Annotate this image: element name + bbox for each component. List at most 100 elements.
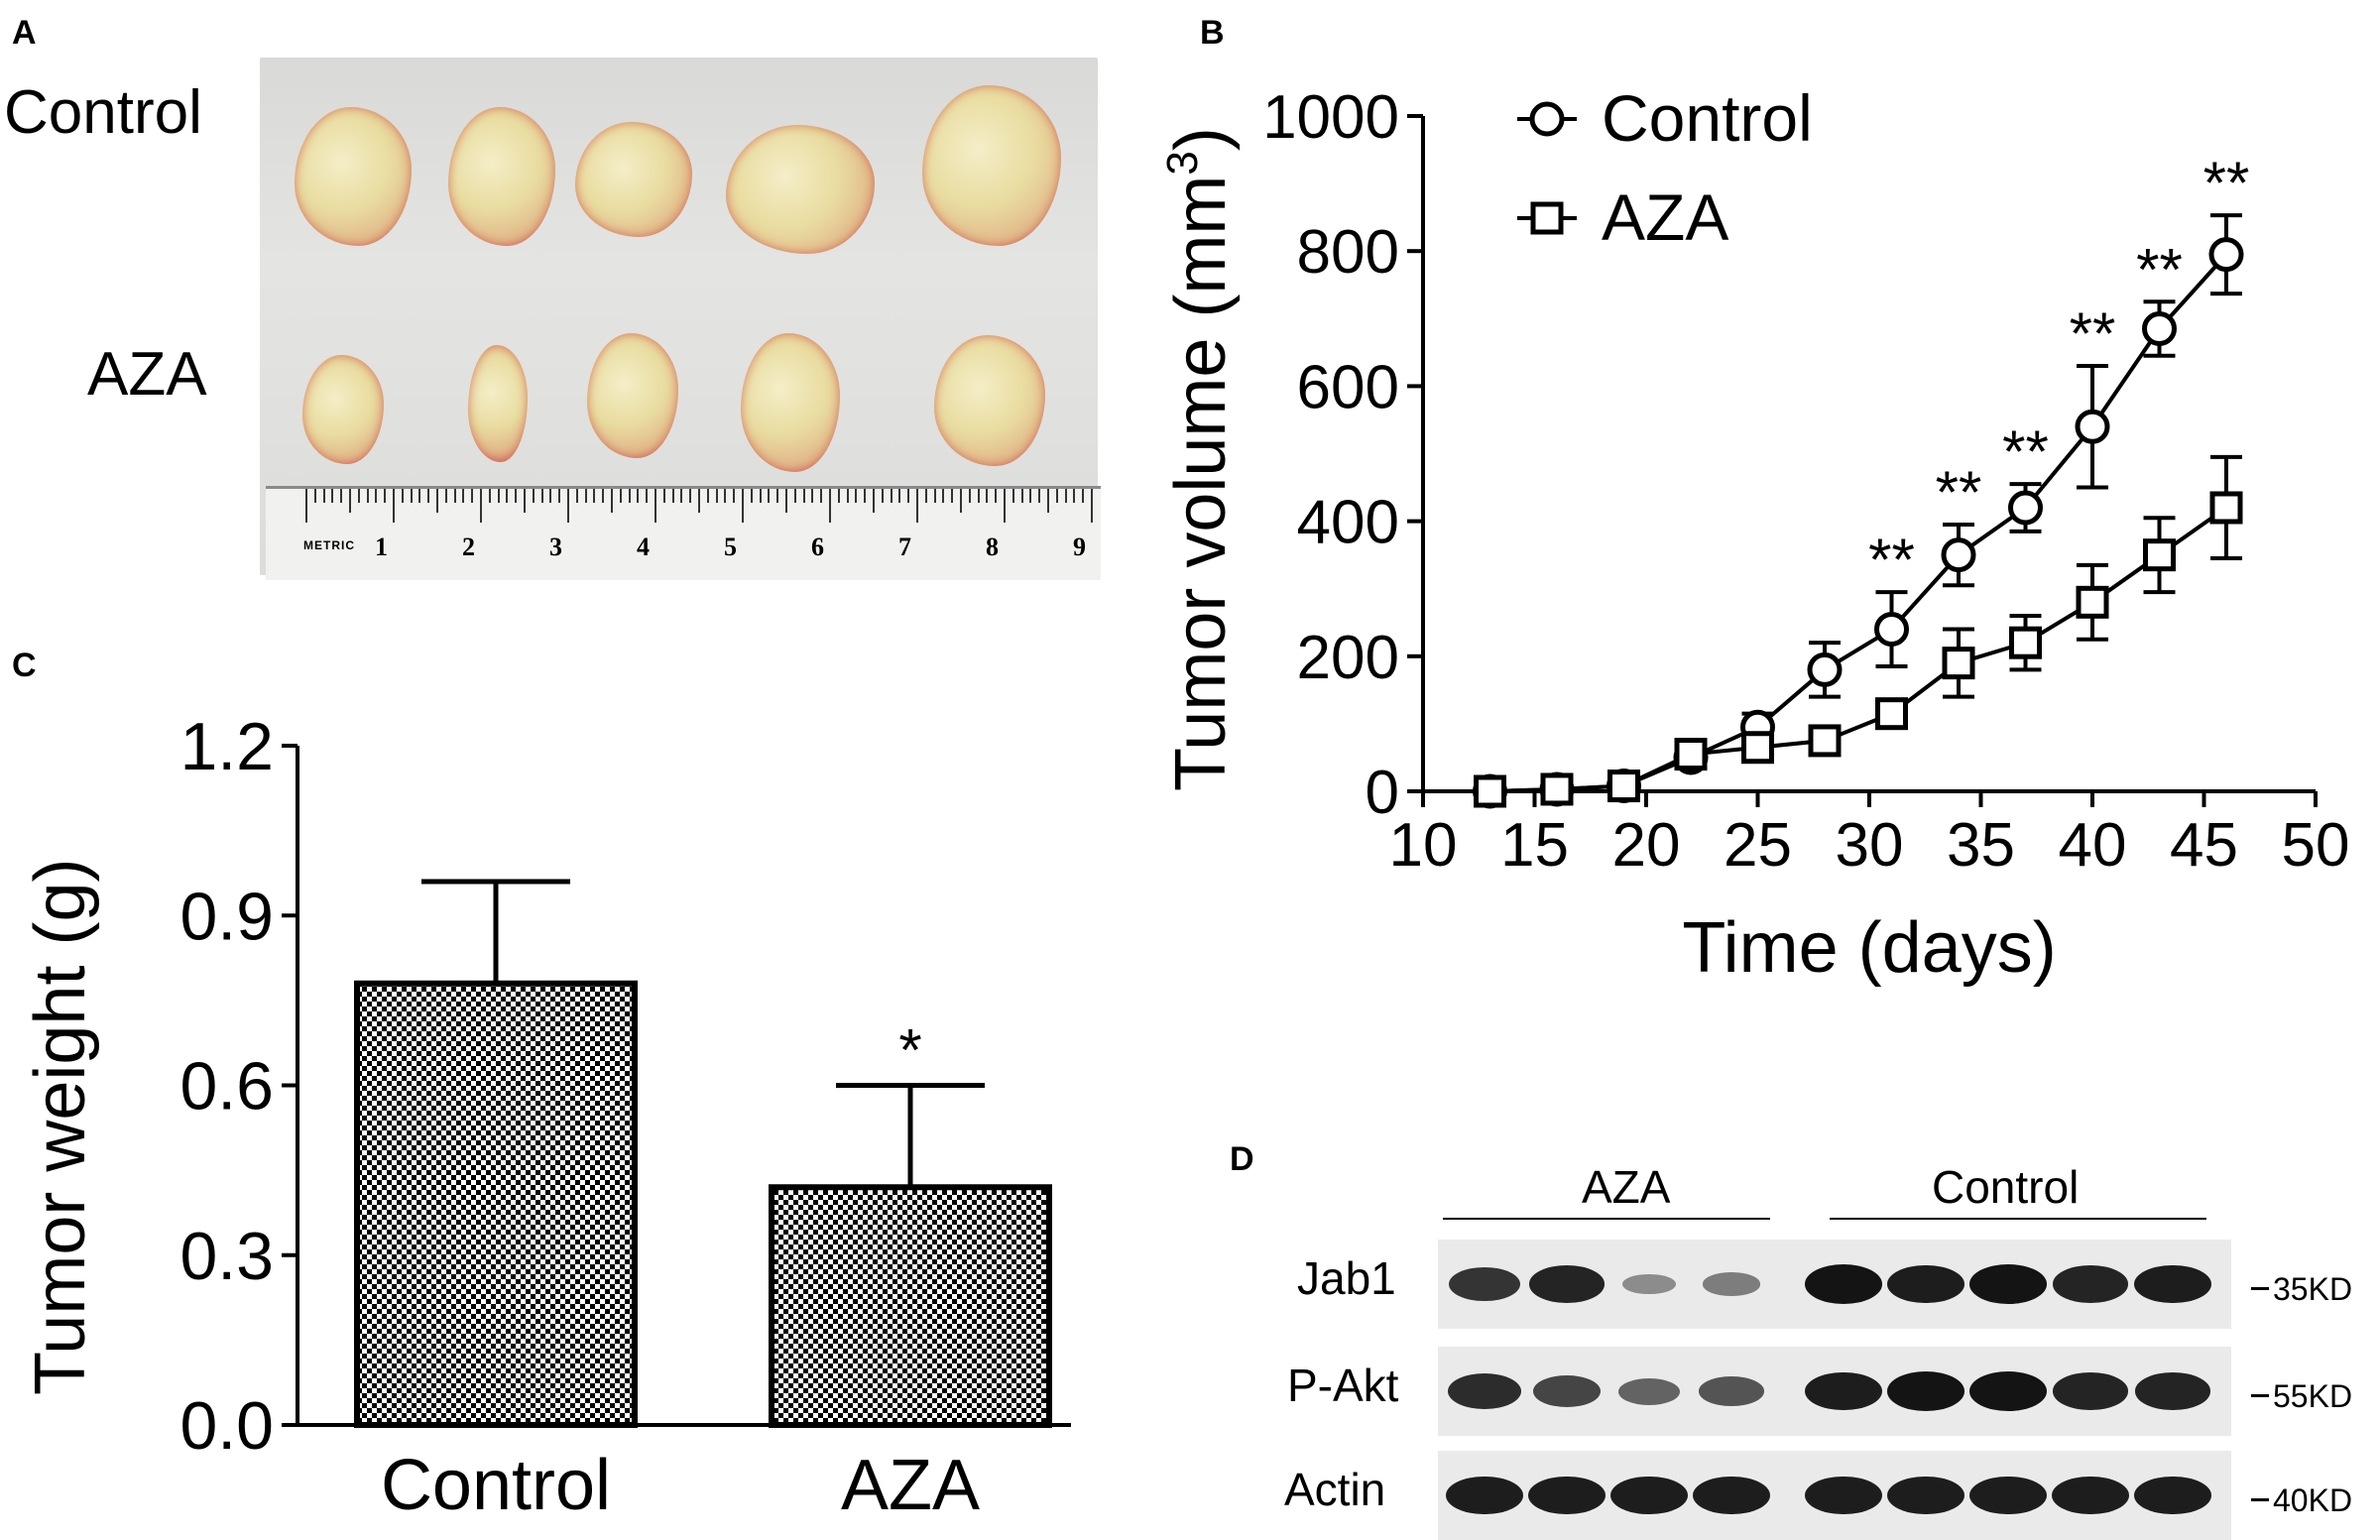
- ruler-tick: [776, 489, 779, 503]
- y-tick-label: 1000: [1262, 83, 1399, 152]
- y-tick-label: 1.2: [179, 709, 274, 784]
- y-tick-label: 0: [1366, 759, 1399, 827]
- x-tick-label: 45: [2170, 811, 2238, 880]
- blot-band: [1610, 1476, 1688, 1515]
- data-point-aza: [2209, 491, 2243, 525]
- ruler-tick: [960, 489, 962, 513]
- ruler-tick: [628, 489, 631, 503]
- blot-band: [1887, 1264, 1964, 1304]
- blot-band: [1887, 1476, 1964, 1515]
- ruler-number: 1: [375, 533, 388, 561]
- significance-mark: **: [1868, 527, 1915, 593]
- data-point-control: [1941, 537, 1976, 573]
- ruler-tick: [715, 489, 718, 503]
- ruler-tick: [453, 489, 456, 503]
- data-point-control: [2008, 490, 2043, 526]
- x-tick-label: Control: [381, 1446, 611, 1525]
- photo-row-label-control: Control: [4, 78, 202, 147]
- blot-band: [1617, 1377, 1681, 1405]
- blot-row-label: Jab1: [1297, 1252, 1396, 1304]
- ruler-tick: [366, 489, 369, 503]
- ruler-tick: [698, 489, 700, 513]
- blot-band: [1886, 1371, 1965, 1411]
- blot-band: [1446, 1476, 1523, 1515]
- blot-band: [2053, 1372, 2128, 1410]
- y-axis-title: Tumor weight (g): [21, 859, 100, 1395]
- ruler-tick: [864, 489, 867, 503]
- ruler-tick: [515, 489, 518, 503]
- ruler-tick: [488, 489, 491, 503]
- blot-band: [2053, 1265, 2128, 1303]
- ruler-tick: [611, 489, 613, 513]
- x-tick-label: 25: [1724, 811, 1792, 880]
- blot-row-label: P-Akt: [1287, 1360, 1399, 1411]
- ruler-tick: [820, 489, 823, 503]
- ruler-tick: [662, 489, 665, 503]
- tumor-weight-chart: 0.0 0.3 0.6 0.9 1.2 Tumor weight (g) Control AZ…: [21, 709, 1071, 1525]
- ruler-tick: [942, 489, 945, 503]
- blot-band: [2134, 1264, 2211, 1304]
- x-tick-label: 15: [1500, 811, 1569, 880]
- y-tick-label: 0.9: [179, 879, 274, 954]
- tumor-aza-4: [741, 333, 840, 472]
- blot-row-label: Actin: [1284, 1464, 1386, 1515]
- blot-group-control: Control: [1932, 1161, 2080, 1213]
- y-tick-label: 0.0: [179, 1388, 274, 1464]
- kd-marker-label: 35KD: [2273, 1271, 2353, 1307]
- significance-mark: **: [2136, 236, 2183, 302]
- ruler: METRIC 1 2 3 4 5 6 7 8 9: [266, 486, 1101, 580]
- panel-letter-a: A: [12, 14, 37, 52]
- ruler-tick: [506, 489, 509, 503]
- ruler-tick: [340, 489, 343, 503]
- x-axis-title: Time (days): [1682, 908, 2056, 988]
- blot-band: [1703, 1272, 1760, 1296]
- ruler-tick: [532, 489, 535, 503]
- ruler-number: 6: [811, 533, 824, 561]
- ruler-tick: [742, 489, 744, 523]
- ruler-tick: [890, 489, 892, 503]
- blot-band: [1805, 1371, 1882, 1411]
- blot-band: [1622, 1273, 1676, 1295]
- ruler-tick: [1082, 489, 1085, 503]
- ruler-tick: [768, 489, 771, 503]
- tumor-control-1: [295, 107, 412, 246]
- legend-label-control: Control: [1602, 81, 1813, 155]
- x-tick-label: 40: [2059, 811, 2127, 880]
- x-tick-label: 10: [1389, 811, 1458, 880]
- ruler-tick: [349, 489, 351, 513]
- tumor-control-4: [726, 125, 875, 254]
- data-point-control: [1807, 652, 1843, 687]
- ruler-tick: [1073, 489, 1076, 503]
- y-tick-label: 0.3: [179, 1219, 274, 1294]
- legend-label-aza: AZA: [1602, 180, 1728, 254]
- y-tick-label: 200: [1297, 624, 1399, 692]
- tumor-control-5: [922, 85, 1061, 246]
- kd-marker-dash: [2251, 1287, 2269, 1290]
- blot-band: [1968, 1371, 2048, 1411]
- blot-band: [1804, 1264, 1883, 1304]
- ruler-tick: [855, 489, 858, 503]
- ruler-tick: [1012, 489, 1014, 503]
- ruler-tick: [706, 489, 709, 503]
- blot-band: [2052, 1476, 2129, 1515]
- ruler-tick: [322, 489, 325, 503]
- blot-group-aza: AZA: [1582, 1161, 1671, 1213]
- ruler-tick: [384, 489, 387, 503]
- ruler-tick: [480, 489, 482, 523]
- y-axis-title: Tumor volume (mm3): [1158, 127, 1241, 791]
- ruler-tick: [549, 489, 552, 503]
- ruler-tick: [924, 489, 927, 503]
- ruler-tick: [977, 489, 980, 503]
- ruler-tick: [497, 489, 500, 503]
- kd-marker-dash: [2251, 1498, 2269, 1501]
- x-tick-label: 35: [1947, 811, 2015, 880]
- blot-band: [1805, 1476, 1882, 1515]
- tumor-aza-1: [302, 355, 384, 464]
- x-tick-label: 50: [2282, 811, 2350, 880]
- ruler-tick: [305, 489, 307, 523]
- ruler-tick: [986, 489, 989, 503]
- data-point-aza: [1942, 647, 1975, 680]
- blot-band: [1529, 1265, 1605, 1303]
- blot-band: [1532, 1374, 1602, 1408]
- kd-marker-dash: [2251, 1394, 2269, 1397]
